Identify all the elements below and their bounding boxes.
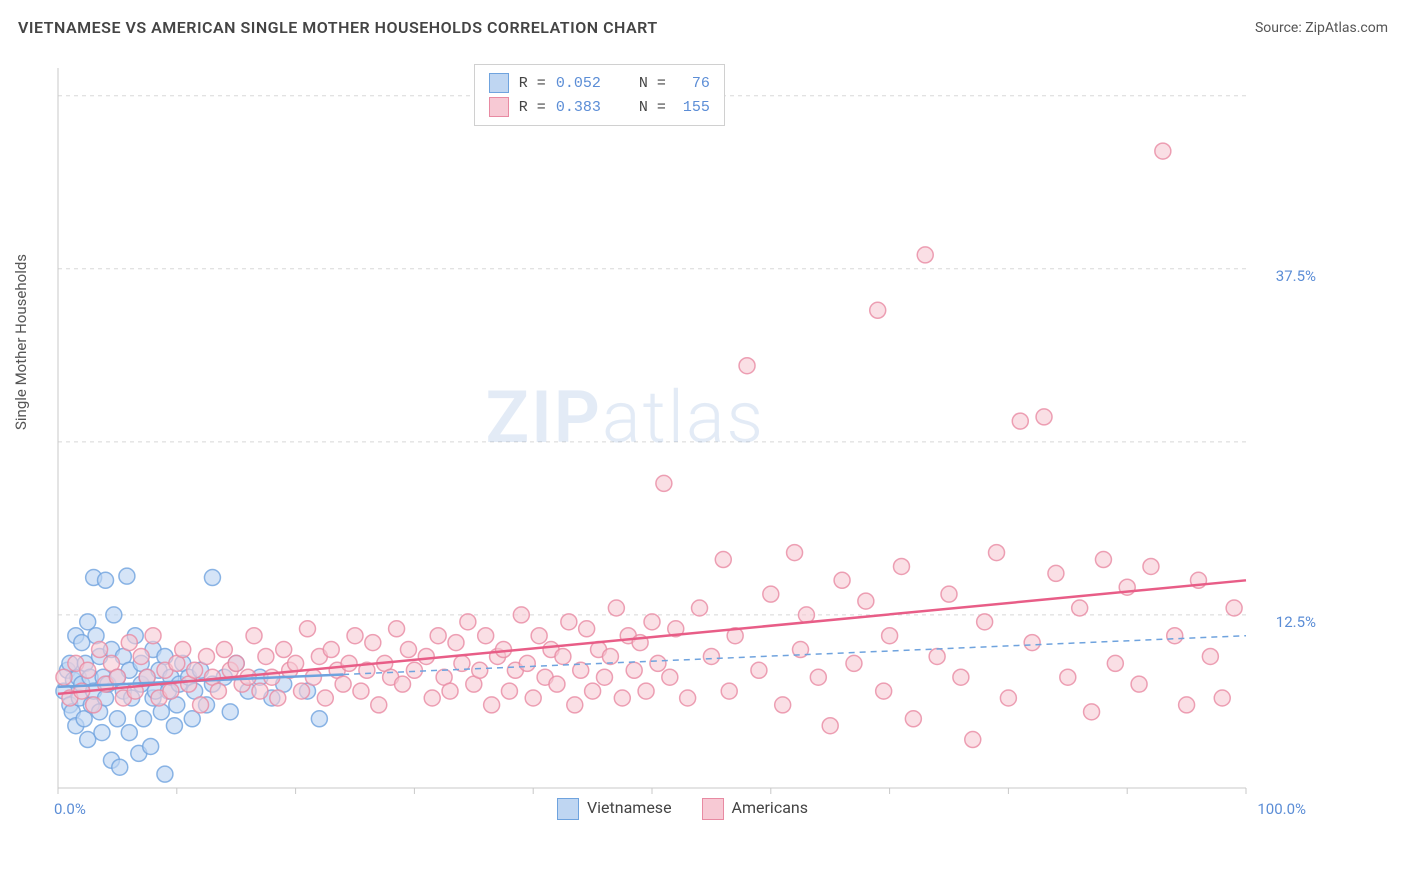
correlation-legend: R =0.052 N =76R =0.383 N =155 (474, 64, 725, 126)
source-label: Source: ZipAtlas.com (1255, 20, 1388, 36)
scatter-chart: ZIPatlas (48, 58, 1316, 828)
series-legend: VietnameseAmericans (557, 798, 808, 820)
chart-title: VIETNAMESE VS AMERICAN SINGLE MOTHER HOU… (18, 18, 658, 37)
y-axis-label: Single Mother Households (12, 254, 30, 430)
svg-text:ZIP: ZIP (486, 375, 602, 460)
svg-text:atlas: atlas (602, 375, 765, 460)
x-tick-label: 100.0% (1257, 800, 1306, 818)
y-tick-label: 12.5% (1276, 613, 1316, 631)
y-tick-label: 37.5% (1276, 267, 1316, 285)
chart-area: ZIPatlas 12.5% 37.5% 0.0% 100.0% R =0.052 N … (48, 58, 1316, 828)
x-tick-label: 0.0% (54, 800, 86, 818)
